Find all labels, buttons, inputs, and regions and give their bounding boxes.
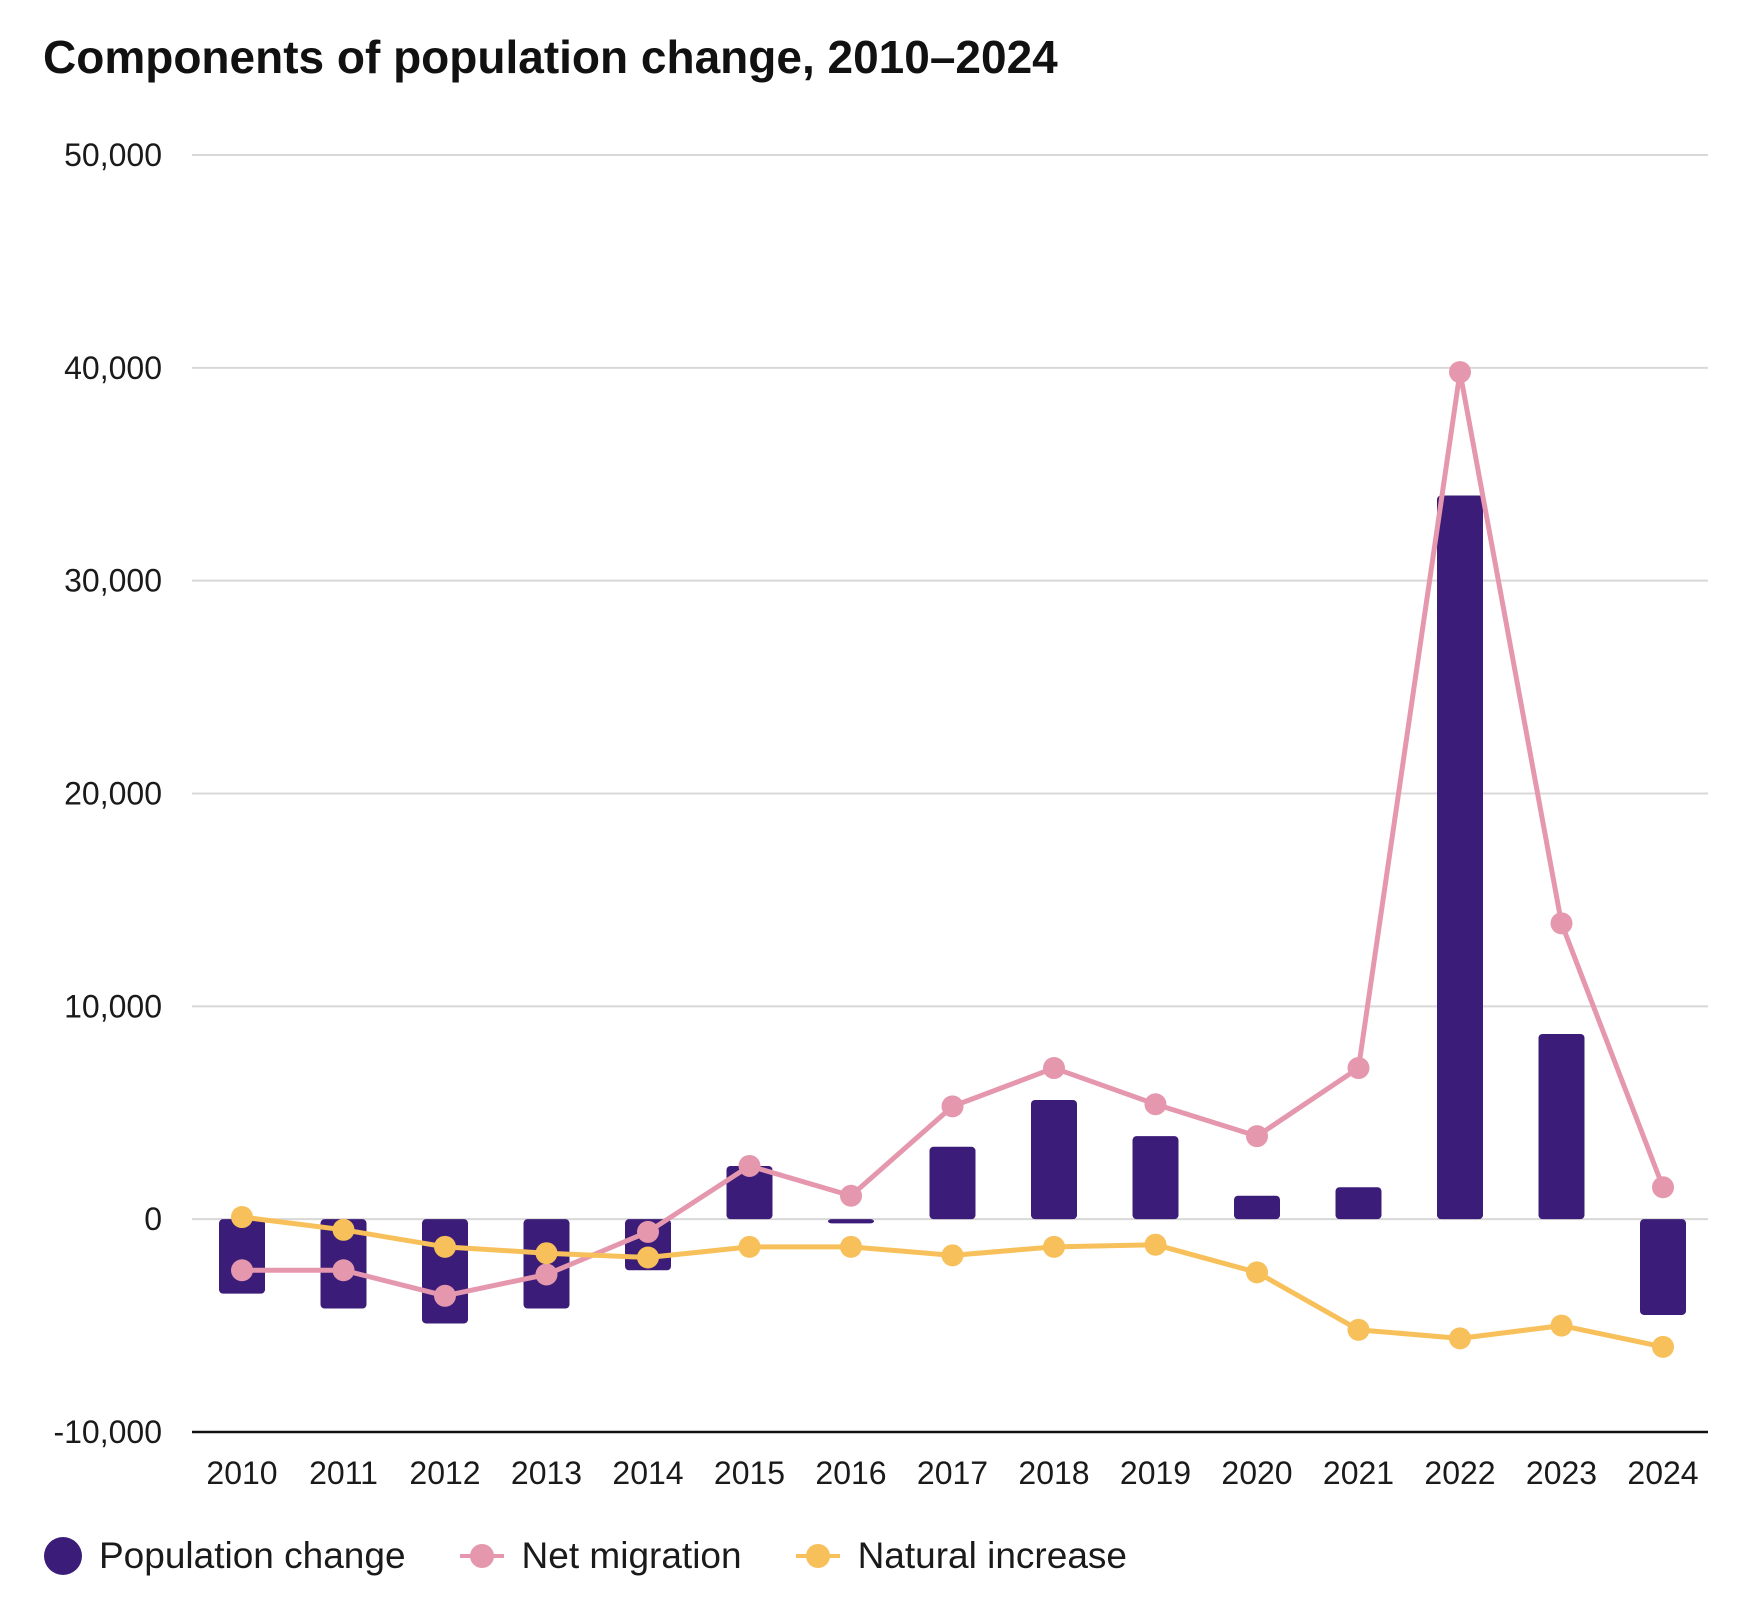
legend-label-population-change: Population change: [99, 1535, 406, 1576]
point-net-migration: [637, 1220, 659, 1243]
y-tick-label: -10,000: [53, 1414, 162, 1450]
legend-label-natural-increase: Natural increase: [857, 1535, 1127, 1576]
chart-title: Components of population change, 2010–20…: [43, 31, 1058, 83]
point-net-migration: [1347, 1057, 1370, 1080]
x-tick-label: 2013: [511, 1455, 582, 1491]
point-net-migration: [1043, 1057, 1065, 1080]
point-natural-increase: [231, 1206, 253, 1229]
x-tick-label: 2021: [1323, 1455, 1394, 1491]
x-tick-label: 2012: [409, 1455, 480, 1491]
point-natural-increase: [1246, 1261, 1268, 1284]
point-natural-increase: [434, 1235, 456, 1258]
point-net-migration: [535, 1263, 558, 1286]
legend-label-net-migration: Net migration: [521, 1535, 742, 1576]
x-tick-label: 2016: [815, 1455, 886, 1491]
x-tick-label: 2023: [1526, 1455, 1597, 1491]
point-natural-increase: [941, 1244, 964, 1267]
x-tick-label: 2022: [1424, 1455, 1495, 1491]
x-tick-label: 2018: [1018, 1455, 1089, 1491]
point-natural-increase: [1449, 1327, 1471, 1350]
legend-swatch-population-change: [44, 1537, 82, 1575]
bar-population-change: [422, 1219, 468, 1324]
legend-swatch-natural-increase: [795, 1544, 840, 1568]
point-net-migration: [1144, 1093, 1167, 1116]
x-tick-label: 2017: [917, 1455, 988, 1491]
point-net-migration: [332, 1259, 355, 1282]
legend: Population change Net migration Natural …: [43, 1535, 1179, 1577]
y-tick-label: 50,000: [64, 137, 162, 173]
point-natural-increase: [535, 1242, 558, 1265]
bar-population-change: [1538, 1034, 1585, 1220]
point-natural-increase: [332, 1218, 355, 1241]
bar-population-change: [1132, 1136, 1179, 1220]
legend-item-net-migration: Net migration: [458, 1535, 742, 1577]
bar-population-change: [1640, 1219, 1686, 1315]
bar-population-change: [1234, 1195, 1280, 1220]
x-tick-label: 2014: [612, 1455, 683, 1491]
legend-swatch-net-migration: [459, 1544, 504, 1568]
x-tick-label: 2019: [1120, 1455, 1191, 1491]
bar-population-change: [726, 1165, 773, 1220]
point-natural-increase: [1043, 1235, 1065, 1258]
x-tick-label: 2020: [1221, 1455, 1292, 1491]
bar-population-change: [1031, 1099, 1077, 1220]
point-natural-increase: [1550, 1314, 1573, 1337]
y-tick-label: 10,000: [64, 988, 162, 1024]
bar-population-change: [1437, 495, 1483, 1220]
x-tick-label: 2011: [309, 1455, 378, 1491]
point-net-migration: [941, 1095, 964, 1118]
point-net-migration: [840, 1184, 862, 1207]
point-natural-increase: [1144, 1233, 1167, 1256]
point-natural-increase: [840, 1235, 862, 1258]
y-tick-label: 0: [144, 1201, 162, 1237]
point-natural-increase: [1347, 1318, 1370, 1341]
point-net-migration: [738, 1154, 761, 1177]
legend-item-natural-increase: Natural increase: [794, 1535, 1127, 1577]
bars-population-change: [219, 495, 1686, 1324]
point-net-migration: [434, 1284, 456, 1307]
point-natural-increase: [1652, 1335, 1674, 1358]
bar-population-change: [929, 1146, 976, 1220]
y-tick-label: 20,000: [64, 776, 162, 812]
lines: [231, 361, 1674, 1358]
point-net-migration: [231, 1259, 253, 1282]
bar-population-change: [219, 1219, 265, 1294]
y-axis-ticks: 50,000 40,000 30,000 20,000 10,000 0 -10,000: [53, 137, 162, 1450]
bar-population-change: [1335, 1187, 1382, 1220]
point-natural-increase: [637, 1246, 659, 1269]
x-tick-label: 2024: [1627, 1455, 1698, 1491]
legend-item-population-change: Population change: [43, 1535, 406, 1577]
x-tick-label: 2015: [714, 1455, 785, 1491]
bar-population-change: [828, 1219, 874, 1224]
y-tick-label: 40,000: [64, 350, 162, 386]
point-net-migration: [1246, 1125, 1268, 1148]
y-tick-label: 30,000: [64, 563, 162, 599]
point-natural-increase: [738, 1235, 761, 1258]
point-net-migration: [1550, 912, 1573, 935]
point-net-migration: [1652, 1176, 1674, 1199]
x-axis-ticks: 2010 2011 2012 2013 2014 2015 2016 2017 2018 2019…: [206, 1455, 1698, 1491]
x-tick-label: 2010: [206, 1455, 277, 1491]
point-net-migration: [1449, 361, 1471, 384]
